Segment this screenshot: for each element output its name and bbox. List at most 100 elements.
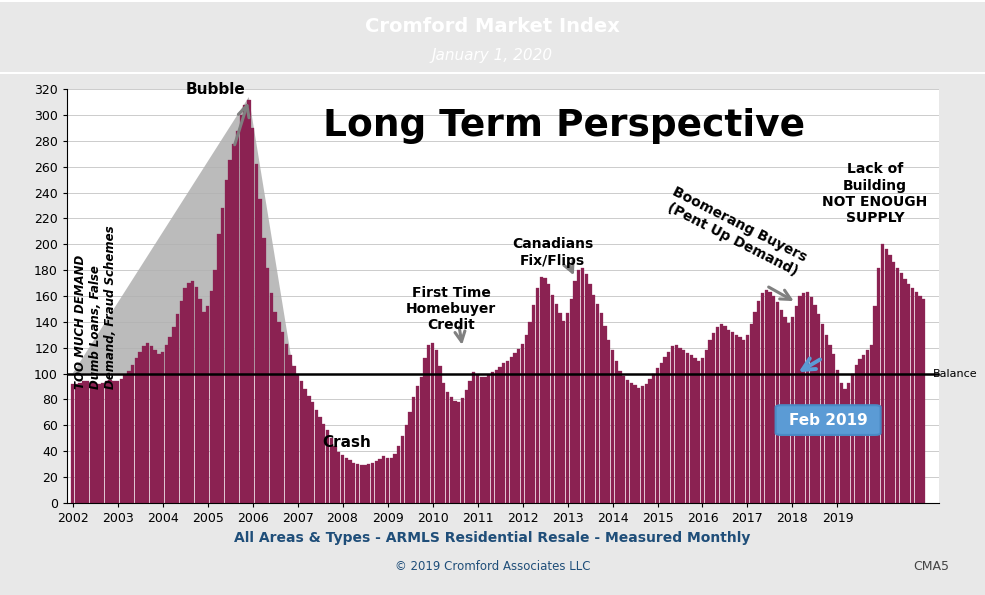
Bar bbox=[625, 380, 629, 503]
Bar bbox=[112, 381, 115, 503]
Bar bbox=[191, 280, 194, 503]
Bar bbox=[480, 377, 483, 503]
Bar bbox=[488, 375, 491, 503]
Bar bbox=[94, 383, 97, 503]
Bar bbox=[577, 270, 580, 503]
Bar bbox=[895, 268, 899, 503]
Bar bbox=[565, 313, 569, 503]
Bar bbox=[817, 314, 821, 503]
Bar bbox=[363, 465, 366, 503]
Bar bbox=[225, 180, 228, 503]
Bar bbox=[390, 458, 393, 503]
Bar bbox=[127, 371, 131, 503]
Bar bbox=[735, 335, 738, 503]
Bar bbox=[146, 343, 150, 503]
Bar bbox=[776, 302, 779, 503]
Text: Balance: Balance bbox=[933, 368, 978, 378]
Bar bbox=[562, 321, 565, 503]
Bar bbox=[828, 345, 831, 503]
Bar bbox=[644, 384, 648, 503]
Bar bbox=[615, 361, 618, 503]
Bar bbox=[446, 392, 449, 503]
Bar bbox=[858, 359, 862, 503]
Bar bbox=[633, 385, 636, 503]
Bar bbox=[528, 322, 532, 503]
Bar bbox=[98, 384, 100, 503]
Bar bbox=[154, 350, 157, 503]
Bar bbox=[251, 128, 254, 503]
Bar bbox=[161, 352, 164, 503]
Bar bbox=[623, 376, 625, 503]
Bar bbox=[465, 390, 468, 503]
Bar bbox=[757, 301, 760, 503]
Bar bbox=[345, 458, 348, 503]
Bar bbox=[229, 160, 231, 503]
Bar bbox=[397, 446, 401, 503]
Bar bbox=[693, 358, 696, 503]
Bar bbox=[299, 381, 303, 503]
Bar bbox=[176, 314, 179, 503]
Bar bbox=[210, 291, 213, 503]
Bar bbox=[760, 293, 764, 503]
Bar bbox=[352, 463, 356, 503]
Bar bbox=[874, 306, 877, 503]
Bar bbox=[476, 375, 480, 503]
Bar bbox=[555, 304, 558, 503]
Bar bbox=[416, 387, 420, 503]
Bar bbox=[116, 381, 119, 503]
Bar bbox=[206, 306, 209, 503]
Bar bbox=[903, 279, 906, 503]
Bar bbox=[424, 358, 427, 503]
Bar bbox=[341, 455, 344, 503]
Bar bbox=[525, 335, 528, 503]
Bar bbox=[179, 301, 183, 503]
Text: CMA5: CMA5 bbox=[913, 560, 949, 573]
Text: Cromford Market Index: Cromford Market Index bbox=[365, 17, 620, 36]
Bar bbox=[457, 402, 460, 503]
Bar bbox=[255, 164, 258, 503]
Bar bbox=[877, 268, 881, 503]
Bar bbox=[619, 371, 622, 503]
Bar bbox=[791, 317, 794, 503]
Bar bbox=[164, 345, 168, 503]
Text: Boomerang Buyers
(Pent Up Demand): Boomerang Buyers (Pent Up Demand) bbox=[663, 184, 810, 279]
Bar bbox=[584, 274, 588, 503]
Bar bbox=[750, 324, 753, 503]
Bar bbox=[307, 396, 310, 503]
Bar bbox=[82, 381, 86, 503]
Bar bbox=[821, 324, 824, 503]
Text: Feb 2019: Feb 2019 bbox=[789, 412, 868, 428]
Bar bbox=[303, 389, 306, 503]
Bar bbox=[449, 397, 453, 503]
Bar bbox=[214, 270, 217, 503]
FancyBboxPatch shape bbox=[775, 405, 881, 435]
Bar bbox=[843, 389, 847, 503]
Bar bbox=[810, 298, 813, 503]
Bar bbox=[434, 350, 438, 503]
Bar bbox=[409, 412, 412, 503]
Bar bbox=[697, 361, 700, 503]
Bar bbox=[855, 365, 858, 503]
Bar bbox=[232, 143, 235, 503]
Bar bbox=[783, 317, 787, 503]
Bar bbox=[274, 312, 277, 503]
Bar bbox=[420, 377, 423, 503]
Bar bbox=[914, 292, 918, 503]
Bar bbox=[318, 418, 322, 503]
Bar bbox=[509, 357, 513, 503]
Bar bbox=[708, 340, 712, 503]
Bar bbox=[356, 464, 360, 503]
Bar bbox=[405, 425, 408, 503]
Text: © 2019 Cromford Associates LLC: © 2019 Cromford Associates LLC bbox=[395, 560, 590, 573]
Text: Long Term Perspective: Long Term Perspective bbox=[323, 108, 805, 144]
Bar bbox=[79, 383, 82, 503]
Bar bbox=[484, 377, 487, 503]
Bar bbox=[378, 459, 382, 503]
Bar bbox=[573, 280, 576, 503]
Bar bbox=[187, 283, 190, 503]
Bar bbox=[764, 290, 768, 503]
Bar bbox=[802, 293, 806, 503]
Bar bbox=[513, 353, 517, 503]
Text: TOO MUCH DEMAND
Dumb Loans, False
Demand, Fraud Schemes: TOO MUCH DEMAND Dumb Loans, False Demand… bbox=[74, 225, 116, 389]
Bar bbox=[360, 465, 363, 503]
